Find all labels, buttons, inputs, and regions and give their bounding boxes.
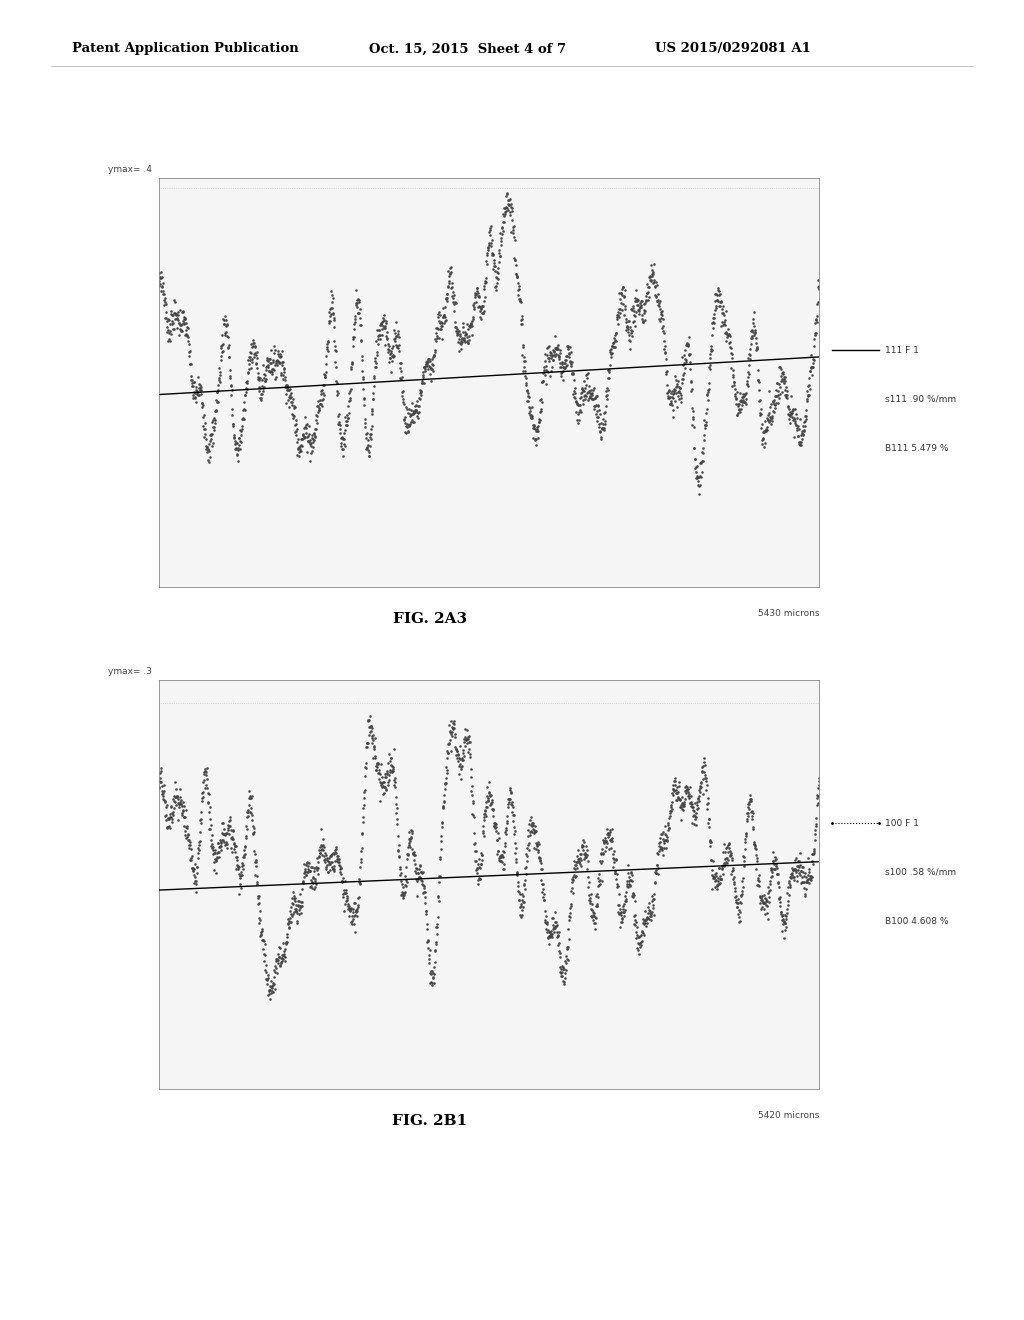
Text: ymax= .4: ymax= .4 xyxy=(109,165,153,174)
Text: Patent Application Publication: Patent Application Publication xyxy=(72,42,298,55)
Text: 5420 microns: 5420 microns xyxy=(758,1110,819,1119)
Text: 5430 microns: 5430 microns xyxy=(758,609,819,618)
Text: Oct. 15, 2015  Sheet 4 of 7: Oct. 15, 2015 Sheet 4 of 7 xyxy=(369,42,566,55)
Text: s100 .58 %/mm: s100 .58 %/mm xyxy=(886,867,956,876)
Text: B111 5.479 %: B111 5.479 % xyxy=(886,444,949,453)
Text: US 2015/0292081 A1: US 2015/0292081 A1 xyxy=(655,42,811,55)
Text: FIG. 2A3: FIG. 2A3 xyxy=(393,612,467,626)
Text: FIG. 2B1: FIG. 2B1 xyxy=(392,1114,468,1127)
Text: 100 F 1: 100 F 1 xyxy=(886,818,920,828)
Text: ymax= .3: ymax= .3 xyxy=(109,667,153,676)
Text: s111 .90 %/mm: s111 .90 %/mm xyxy=(886,395,956,404)
Text: 111 F 1: 111 F 1 xyxy=(886,346,920,355)
Text: B100 4.608 %: B100 4.608 % xyxy=(886,916,949,925)
